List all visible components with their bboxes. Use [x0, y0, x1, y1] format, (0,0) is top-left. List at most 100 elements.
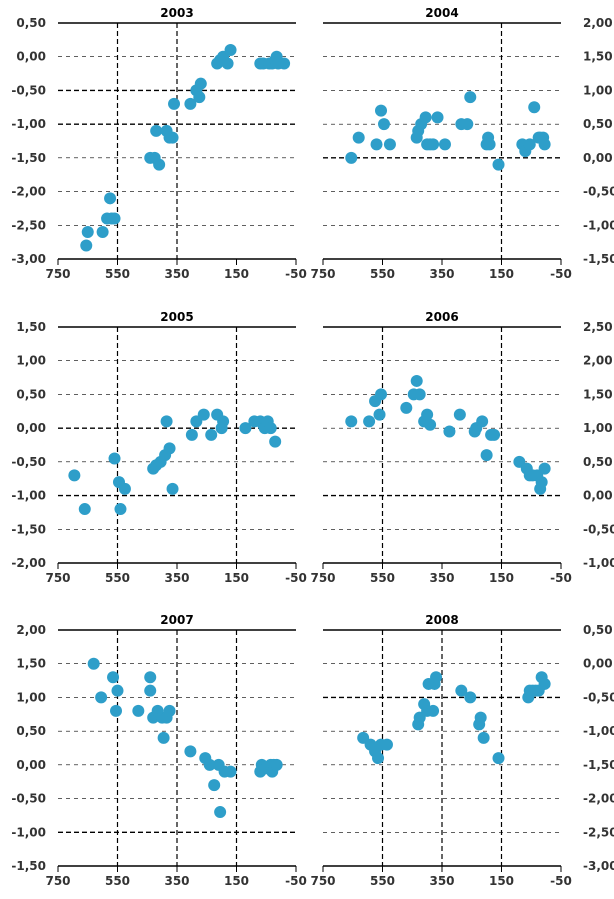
data-point	[166, 131, 179, 144]
x-tick-label: 550	[370, 267, 395, 281]
data-point	[370, 138, 383, 151]
x-tick-label: 750	[310, 571, 335, 585]
data-point	[373, 408, 386, 421]
panel-title: 2005	[160, 310, 193, 324]
data-point	[528, 101, 541, 114]
data-point	[184, 745, 197, 758]
data-point	[81, 226, 94, 239]
y-tick-label: 0,00	[16, 758, 46, 772]
y-tick-label: 2,00	[16, 623, 46, 637]
data-point	[538, 138, 551, 151]
data-point	[535, 476, 548, 489]
x-tick-label: 550	[370, 874, 395, 888]
y-tick-label: -1,00	[11, 489, 46, 503]
data-point	[352, 131, 365, 144]
x-tick-label: -50	[550, 267, 572, 281]
data-point	[110, 704, 123, 717]
data-point	[464, 691, 477, 704]
data-point	[424, 418, 437, 431]
data-point	[185, 428, 198, 441]
data-point	[197, 408, 210, 421]
y-tick-label: 1,00	[16, 690, 46, 704]
y-tick-label: 2,50	[583, 320, 613, 334]
data-point	[431, 111, 444, 124]
y-tick-label: -1,00	[583, 724, 614, 738]
data-point	[239, 422, 252, 435]
data-point	[427, 704, 440, 717]
y-tick-label: 0,50	[583, 623, 613, 637]
y-tick-label: 0,50	[583, 455, 613, 469]
panel-2008: 2008 0,50 0,00 -0,50 -1,00 -1,50 -2,00 -2,50 -3,…	[310, 613, 614, 888]
data-point	[160, 415, 173, 428]
data-point	[104, 192, 117, 205]
panel-title: 2006	[425, 310, 458, 324]
y-tick-label: 1,00	[583, 83, 613, 97]
y-tick-label: 0,00	[16, 50, 46, 64]
data-point	[477, 731, 490, 744]
x-tick-label: 750	[45, 267, 70, 281]
x-tick-label: -50	[550, 571, 572, 585]
data-point	[208, 779, 221, 792]
data-point	[144, 684, 157, 697]
data-point	[80, 239, 93, 252]
data-point	[157, 731, 170, 744]
panel-2006: 2006 2,50 2,00 1,50 1,00 0,50 0,00 -0,50 -1,00 75…	[310, 310, 614, 585]
y-tick-label: 0,50	[583, 117, 613, 131]
data-point	[430, 671, 443, 684]
y-tick-label: -1,50	[11, 522, 46, 536]
x-tick-label: 750	[45, 571, 70, 585]
x-tick-label: -50	[285, 571, 307, 585]
data-point	[363, 415, 376, 428]
data-point	[118, 482, 131, 495]
data-point	[205, 428, 218, 441]
y-tick-label: -1,00	[11, 825, 46, 839]
panel-title: 2007	[160, 613, 193, 627]
data-point	[221, 57, 234, 70]
x-tick-label: 150	[489, 267, 514, 281]
y-tick-label: -1,50	[11, 859, 46, 873]
data-point	[108, 212, 121, 225]
data-point	[144, 671, 157, 684]
x-tick-label: 150	[224, 874, 249, 888]
data-point	[375, 388, 388, 401]
data-point	[492, 158, 505, 171]
y-tick-label: -0,50	[583, 185, 614, 199]
data-point	[163, 704, 176, 717]
y-tick-label: 0,00	[583, 657, 613, 671]
data-point	[461, 118, 474, 131]
x-tick-label: 350	[429, 267, 454, 281]
x-tick-label: 350	[164, 571, 189, 585]
y-tick-label: 0,00	[16, 421, 46, 435]
data-point	[95, 691, 108, 704]
x-tick-label: 750	[45, 874, 70, 888]
data-point	[380, 738, 393, 751]
y-tick-label: 1,00	[583, 421, 613, 435]
panel-2003: 2003 0,50 0,00 -0,50 -1,00 -1,50 -2,00 -2,50 -3,…	[11, 6, 306, 281]
data-point	[150, 124, 163, 137]
data-point	[538, 677, 551, 690]
y-tick-label: -1,50	[11, 151, 46, 165]
data-point	[476, 415, 489, 428]
x-tick-label: 150	[224, 571, 249, 585]
data-point	[87, 657, 100, 670]
y-tick-label: -3,00	[583, 859, 614, 873]
data-point	[108, 452, 121, 465]
data-point	[523, 138, 536, 151]
data-point	[153, 158, 166, 171]
x-tick-label: 350	[164, 874, 189, 888]
y-tick-label: -2,00	[11, 556, 46, 570]
data-point	[217, 415, 230, 428]
panel-title: 2008	[425, 613, 458, 627]
x-tick-label: 750	[310, 874, 335, 888]
data-point	[68, 469, 81, 482]
y-tick-label: 2,00	[583, 16, 613, 30]
y-tick-label: -0,50	[583, 522, 614, 536]
y-tick-label: -1,50	[583, 252, 614, 266]
data-point	[270, 758, 283, 771]
y-tick-label: 1,00	[16, 354, 46, 368]
data-point	[224, 765, 237, 778]
y-tick-label: 0,50	[16, 16, 46, 30]
x-tick-label: -50	[285, 874, 307, 888]
data-point	[269, 435, 282, 448]
